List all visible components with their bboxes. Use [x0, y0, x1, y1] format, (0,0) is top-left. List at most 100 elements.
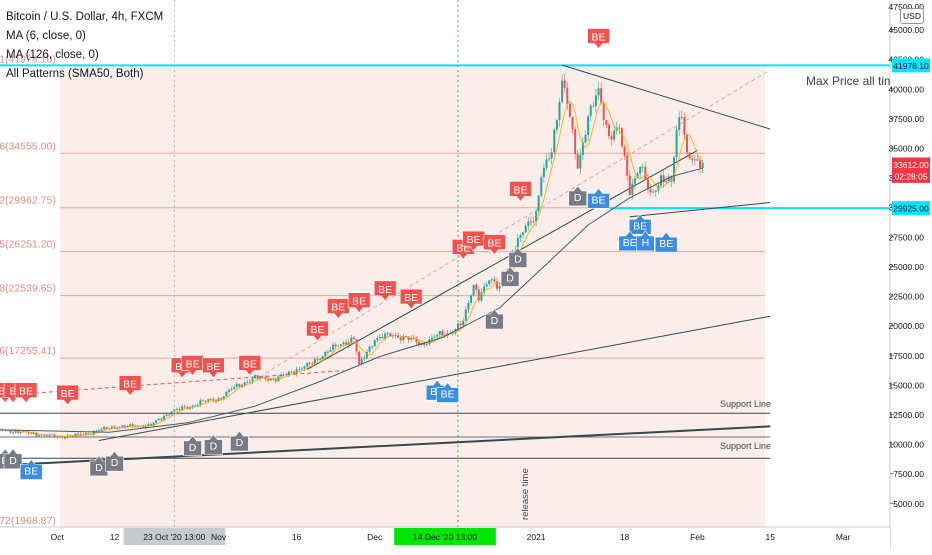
candle-body[interactable]	[626, 155, 629, 176]
pattern-badge-bull[interactable]: BE	[436, 382, 459, 403]
candle-body[interactable]	[581, 142, 584, 155]
candle-body[interactable]	[613, 130, 616, 140]
candle-body[interactable]	[475, 284, 478, 290]
candle-body[interactable]	[269, 378, 272, 381]
candle-body[interactable]	[545, 159, 548, 168]
candle-body[interactable]	[602, 102, 605, 121]
pattern-badge-doji[interactable]: D	[500, 265, 520, 287]
candle-body[interactable]	[563, 80, 566, 88]
candle-body[interactable]	[618, 127, 621, 129]
candle-body[interactable]	[235, 383, 238, 387]
candle-body[interactable]	[407, 337, 410, 340]
candle-body[interactable]	[524, 225, 527, 233]
candle-body[interactable]	[566, 87, 569, 104]
candle-body[interactable]	[298, 368, 301, 370]
candle-body[interactable]	[355, 339, 358, 352]
candle-body[interactable]	[27, 431, 30, 434]
candle-body[interactable]	[696, 159, 699, 161]
ma-6-line[interactable]	[0, 101, 703, 438]
candle-body[interactable]	[209, 399, 212, 400]
candle-body[interactable]	[126, 425, 129, 428]
candle-body[interactable]	[659, 175, 662, 186]
candle-body[interactable]	[592, 105, 595, 107]
candle-body[interactable]	[480, 292, 483, 301]
candle-body[interactable]	[293, 371, 296, 374]
candle-body[interactable]	[170, 411, 173, 415]
candle-body[interactable]	[423, 343, 426, 345]
candle-body[interactable]	[436, 334, 439, 337]
pattern-badge-bear[interactable]: BE	[347, 292, 371, 314]
candle-body[interactable]	[644, 166, 647, 180]
candle-body[interactable]	[204, 400, 207, 402]
candle-body[interactable]	[201, 400, 204, 402]
candle-body[interactable]	[688, 152, 691, 159]
candle-body[interactable]	[350, 337, 353, 343]
candle-body[interactable]	[19, 432, 22, 434]
candle-body[interactable]	[222, 396, 225, 399]
pattern-badge-bear[interactable]: BE	[202, 357, 225, 379]
candle-body[interactable]	[561, 80, 564, 102]
candle-body[interactable]	[462, 320, 465, 326]
candle-body[interactable]	[168, 414, 171, 416]
candle-body[interactable]	[678, 117, 681, 130]
candle-body[interactable]	[149, 424, 152, 426]
candle-body[interactable]	[631, 183, 634, 195]
candle-body[interactable]	[701, 162, 704, 169]
candle-body[interactable]	[345, 342, 348, 346]
candle-body[interactable]	[194, 405, 197, 407]
candle-body[interactable]	[386, 333, 389, 335]
time-axis-highlight[interactable]	[123, 528, 226, 545]
candle-body[interactable]	[35, 433, 38, 437]
candle-body[interactable]	[129, 424, 132, 426]
pattern-badge-bull[interactable]: BE	[618, 230, 642, 252]
candle-body[interactable]	[519, 235, 522, 238]
trend-line[interactable]	[561, 64, 771, 130]
candle-body[interactable]	[196, 405, 199, 406]
candle-body[interactable]	[467, 302, 470, 310]
candle-body[interactable]	[373, 340, 376, 347]
candle-body[interactable]	[579, 154, 582, 169]
candle-body[interactable]	[92, 431, 95, 435]
candle-body[interactable]	[459, 323, 462, 326]
candle-body[interactable]	[540, 177, 543, 196]
candle-body[interactable]	[342, 342, 345, 345]
candle-body[interactable]	[376, 338, 379, 341]
candle-body[interactable]	[40, 434, 43, 436]
candle-body[interactable]	[649, 188, 652, 193]
candle-body[interactable]	[347, 342, 350, 346]
candle-body[interactable]	[584, 134, 587, 143]
candle-body[interactable]	[542, 167, 545, 178]
candle-body[interactable]	[199, 400, 202, 406]
candle-body[interactable]	[134, 426, 137, 428]
candle-body[interactable]	[477, 289, 480, 301]
candle-body[interactable]	[607, 124, 610, 137]
candle-body[interactable]	[438, 330, 441, 335]
candle-body[interactable]	[181, 406, 184, 410]
candle-body[interactable]	[665, 180, 668, 183]
candle-body[interactable]	[123, 425, 126, 428]
candle-body[interactable]	[162, 416, 165, 420]
candle-body[interactable]	[532, 221, 535, 223]
candle-body[interactable]	[571, 116, 574, 130]
legend-ma-126[interactable]: MA (126, close, 0)	[6, 49, 99, 61]
candle-body[interactable]	[69, 435, 72, 437]
candle-body[interactable]	[402, 335, 405, 341]
candle-body[interactable]	[485, 284, 488, 287]
candle-body[interactable]	[529, 221, 532, 223]
candle-body[interactable]	[537, 195, 540, 212]
ma-126-line[interactable]	[0, 167, 703, 433]
candle-body[interactable]	[352, 337, 355, 340]
candle-body[interactable]	[56, 436, 59, 438]
candle-body[interactable]	[662, 175, 665, 183]
candle-body[interactable]	[238, 383, 241, 387]
candle-body[interactable]	[300, 368, 303, 370]
candle-body[interactable]	[555, 120, 558, 130]
candle-body[interactable]	[589, 105, 592, 117]
candle-body[interactable]	[389, 333, 392, 337]
candle-body[interactable]	[207, 399, 210, 402]
candle-body[interactable]	[311, 363, 314, 365]
candle-body[interactable]	[248, 381, 251, 383]
candle-body[interactable]	[295, 369, 298, 374]
pattern-badge-bull[interactable]: BE	[587, 187, 610, 209]
candle-body[interactable]	[313, 359, 316, 365]
